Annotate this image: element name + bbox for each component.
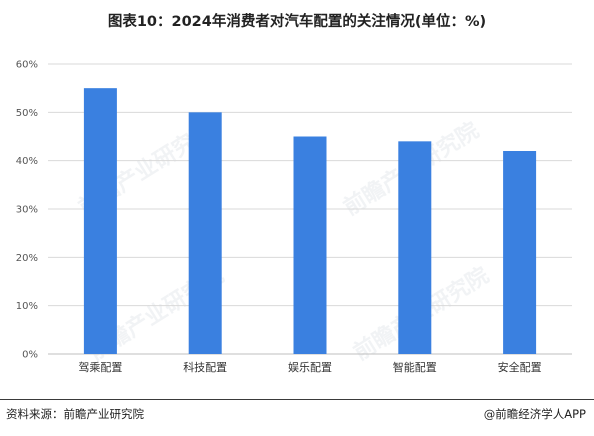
x-tick-label: 安全配置 bbox=[498, 360, 542, 374]
y-tick-label: 0% bbox=[22, 350, 38, 361]
bar bbox=[503, 151, 537, 354]
bar bbox=[293, 136, 327, 354]
bar bbox=[188, 112, 222, 354]
y-tick-label: 60% bbox=[16, 60, 38, 71]
y-tick-label: 10% bbox=[16, 301, 38, 312]
x-tick-label: 科技配置 bbox=[183, 360, 227, 374]
y-tick-label: 20% bbox=[16, 253, 38, 264]
chart-title: 图表10：2024年消费者对汽车配置的关注情况(单位：%) bbox=[107, 14, 487, 30]
y-tick-label: 40% bbox=[16, 156, 38, 167]
x-tick-label: 驾乘配置 bbox=[78, 361, 122, 374]
bar bbox=[83, 88, 117, 355]
footer-divider bbox=[0, 399, 594, 400]
bar bbox=[398, 141, 432, 354]
source-note: 资料来源：前瞻产业研究院 bbox=[6, 407, 144, 421]
bar-chart: 前瞻产业研究院前瞻产业研究院前瞻产业研究院前瞻产业研究院0%10%20%30%4… bbox=[16, 60, 572, 374]
x-tick-label: 智能配置 bbox=[393, 360, 437, 374]
x-tick-label: 娱乐配置 bbox=[288, 360, 332, 374]
y-tick-label: 50% bbox=[16, 108, 38, 119]
publisher-credit: @前瞻经济学人APP bbox=[483, 407, 586, 421]
y-tick-label: 30% bbox=[16, 205, 38, 216]
